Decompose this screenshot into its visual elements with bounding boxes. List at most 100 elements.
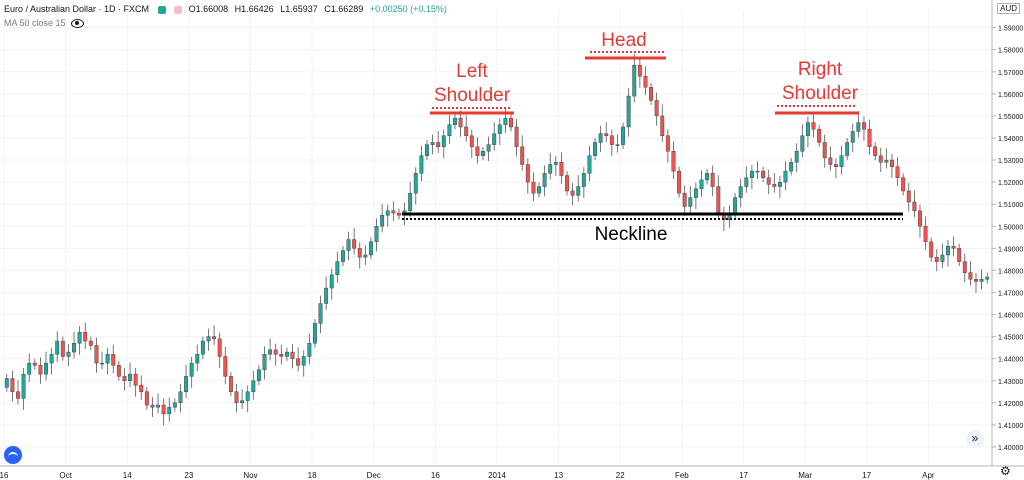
candle[interactable] — [632, 53, 637, 103]
candle[interactable] — [693, 182, 698, 210]
candle[interactable] — [172, 398, 177, 412]
candle[interactable] — [335, 251, 340, 283]
candle[interactable] — [834, 158, 838, 179]
candle[interactable] — [100, 351, 104, 370]
scroll-to-realtime-icon[interactable]: » — [966, 430, 984, 448]
symbol-header[interactable]: Euro / Australian Dollar · 1D · FXCM O1.… — [4, 4, 451, 14]
candle[interactable] — [469, 129, 474, 159]
candle[interactable] — [481, 146, 485, 161]
candle[interactable] — [839, 145, 844, 175]
candle[interactable] — [828, 146, 833, 171]
candle[interactable] — [32, 358, 37, 370]
candle[interactable] — [918, 204, 922, 238]
candle[interactable] — [16, 380, 20, 405]
candle[interactable] — [699, 170, 704, 197]
candle[interactable] — [453, 113, 457, 130]
candle[interactable] — [189, 356, 194, 388]
candle[interactable] — [873, 142, 878, 161]
candle[interactable] — [962, 253, 967, 283]
candle[interactable] — [923, 216, 928, 250]
candle[interactable] — [783, 161, 788, 191]
candle[interactable] — [436, 130, 441, 154]
candle[interactable] — [234, 383, 239, 413]
candle[interactable] — [447, 115, 452, 144]
candle[interactable] — [329, 268, 334, 300]
candle[interactable] — [665, 129, 670, 163]
candle[interactable] — [200, 336, 205, 359]
candle[interactable] — [122, 368, 127, 391]
candle[interactable] — [419, 145, 424, 182]
candle[interactable] — [441, 129, 446, 159]
candle[interactable] — [890, 153, 894, 179]
candle[interactable] — [514, 119, 519, 157]
candle[interactable] — [55, 331, 60, 363]
candle[interactable] — [822, 134, 827, 168]
candle[interactable] — [408, 181, 413, 218]
candle[interactable] — [604, 122, 609, 142]
indicator-legend[interactable]: MA 50 close 15 — [4, 18, 85, 29]
candle[interactable] — [553, 156, 558, 176]
candle[interactable] — [312, 318, 317, 348]
candle[interactable] — [520, 135, 525, 171]
candle[interactable] — [749, 164, 754, 190]
candle[interactable] — [705, 168, 710, 185]
candle[interactable] — [878, 147, 883, 172]
candle[interactable] — [615, 134, 620, 153]
candle[interactable] — [161, 398, 166, 426]
candle[interactable] — [817, 124, 822, 147]
candle[interactable] — [940, 243, 945, 268]
candle[interactable] — [565, 171, 569, 196]
candle[interactable] — [72, 331, 76, 359]
candle[interactable] — [492, 122, 497, 151]
candle[interactable] — [626, 88, 631, 137]
candle[interactable] — [598, 125, 603, 153]
candle[interactable] — [128, 362, 132, 387]
candle[interactable] — [688, 186, 693, 213]
candle[interactable] — [60, 336, 65, 361]
candle[interactable] — [150, 397, 155, 417]
candle[interactable] — [290, 344, 295, 369]
candle[interactable] — [245, 385, 250, 413]
candle[interactable] — [581, 167, 586, 199]
candle[interactable] — [167, 397, 172, 422]
candle[interactable] — [777, 175, 782, 199]
candle[interactable] — [761, 166, 766, 183]
candle[interactable] — [223, 346, 228, 385]
candle[interactable] — [957, 243, 962, 266]
candle[interactable] — [525, 158, 530, 194]
candle[interactable] — [649, 82, 653, 105]
candle[interactable] — [974, 273, 978, 293]
candle[interactable] — [77, 326, 82, 355]
candle[interactable] — [212, 325, 217, 346]
candle[interactable] — [929, 237, 934, 262]
candle[interactable] — [946, 239, 950, 267]
candle[interactable] — [380, 203, 385, 233]
candle[interactable] — [21, 367, 26, 410]
candle[interactable] — [105, 348, 110, 375]
candle[interactable] — [357, 242, 362, 269]
candle[interactable] — [273, 343, 278, 366]
candle[interactable] — [643, 66, 648, 96]
candle[interactable] — [251, 371, 256, 400]
time-axis[interactable]: 16 Oct 14 23 Nov 18 Dec 16 2014 13 22 Feb 17 Mar 17 Apr — [0, 471, 935, 480]
candle[interactable] — [901, 173, 906, 196]
candle[interactable] — [979, 269, 984, 290]
candle[interactable] — [621, 122, 625, 150]
candle[interactable] — [413, 167, 418, 205]
candle[interactable] — [772, 172, 777, 193]
candle[interactable] — [4, 374, 9, 392]
candle[interactable] — [609, 129, 614, 157]
indicator-label[interactable]: MA 50 close 15 — [4, 18, 66, 28]
candle[interactable] — [307, 333, 312, 365]
candle[interactable] — [497, 118, 502, 146]
candle[interactable] — [44, 351, 48, 381]
candle[interactable] — [509, 113, 513, 132]
price-axis[interactable]: 1.40000 1.41000 1.42000 1.43000 1.44000 1.450… — [992, 26, 1023, 452]
candle[interactable] — [374, 218, 379, 252]
candle[interactable] — [352, 228, 357, 255]
candle[interactable] — [363, 245, 368, 266]
candle[interactable] — [951, 236, 956, 257]
candle[interactable] — [671, 141, 676, 180]
currency-badge[interactable]: AUD — [997, 3, 1020, 14]
candle[interactable] — [156, 393, 160, 414]
